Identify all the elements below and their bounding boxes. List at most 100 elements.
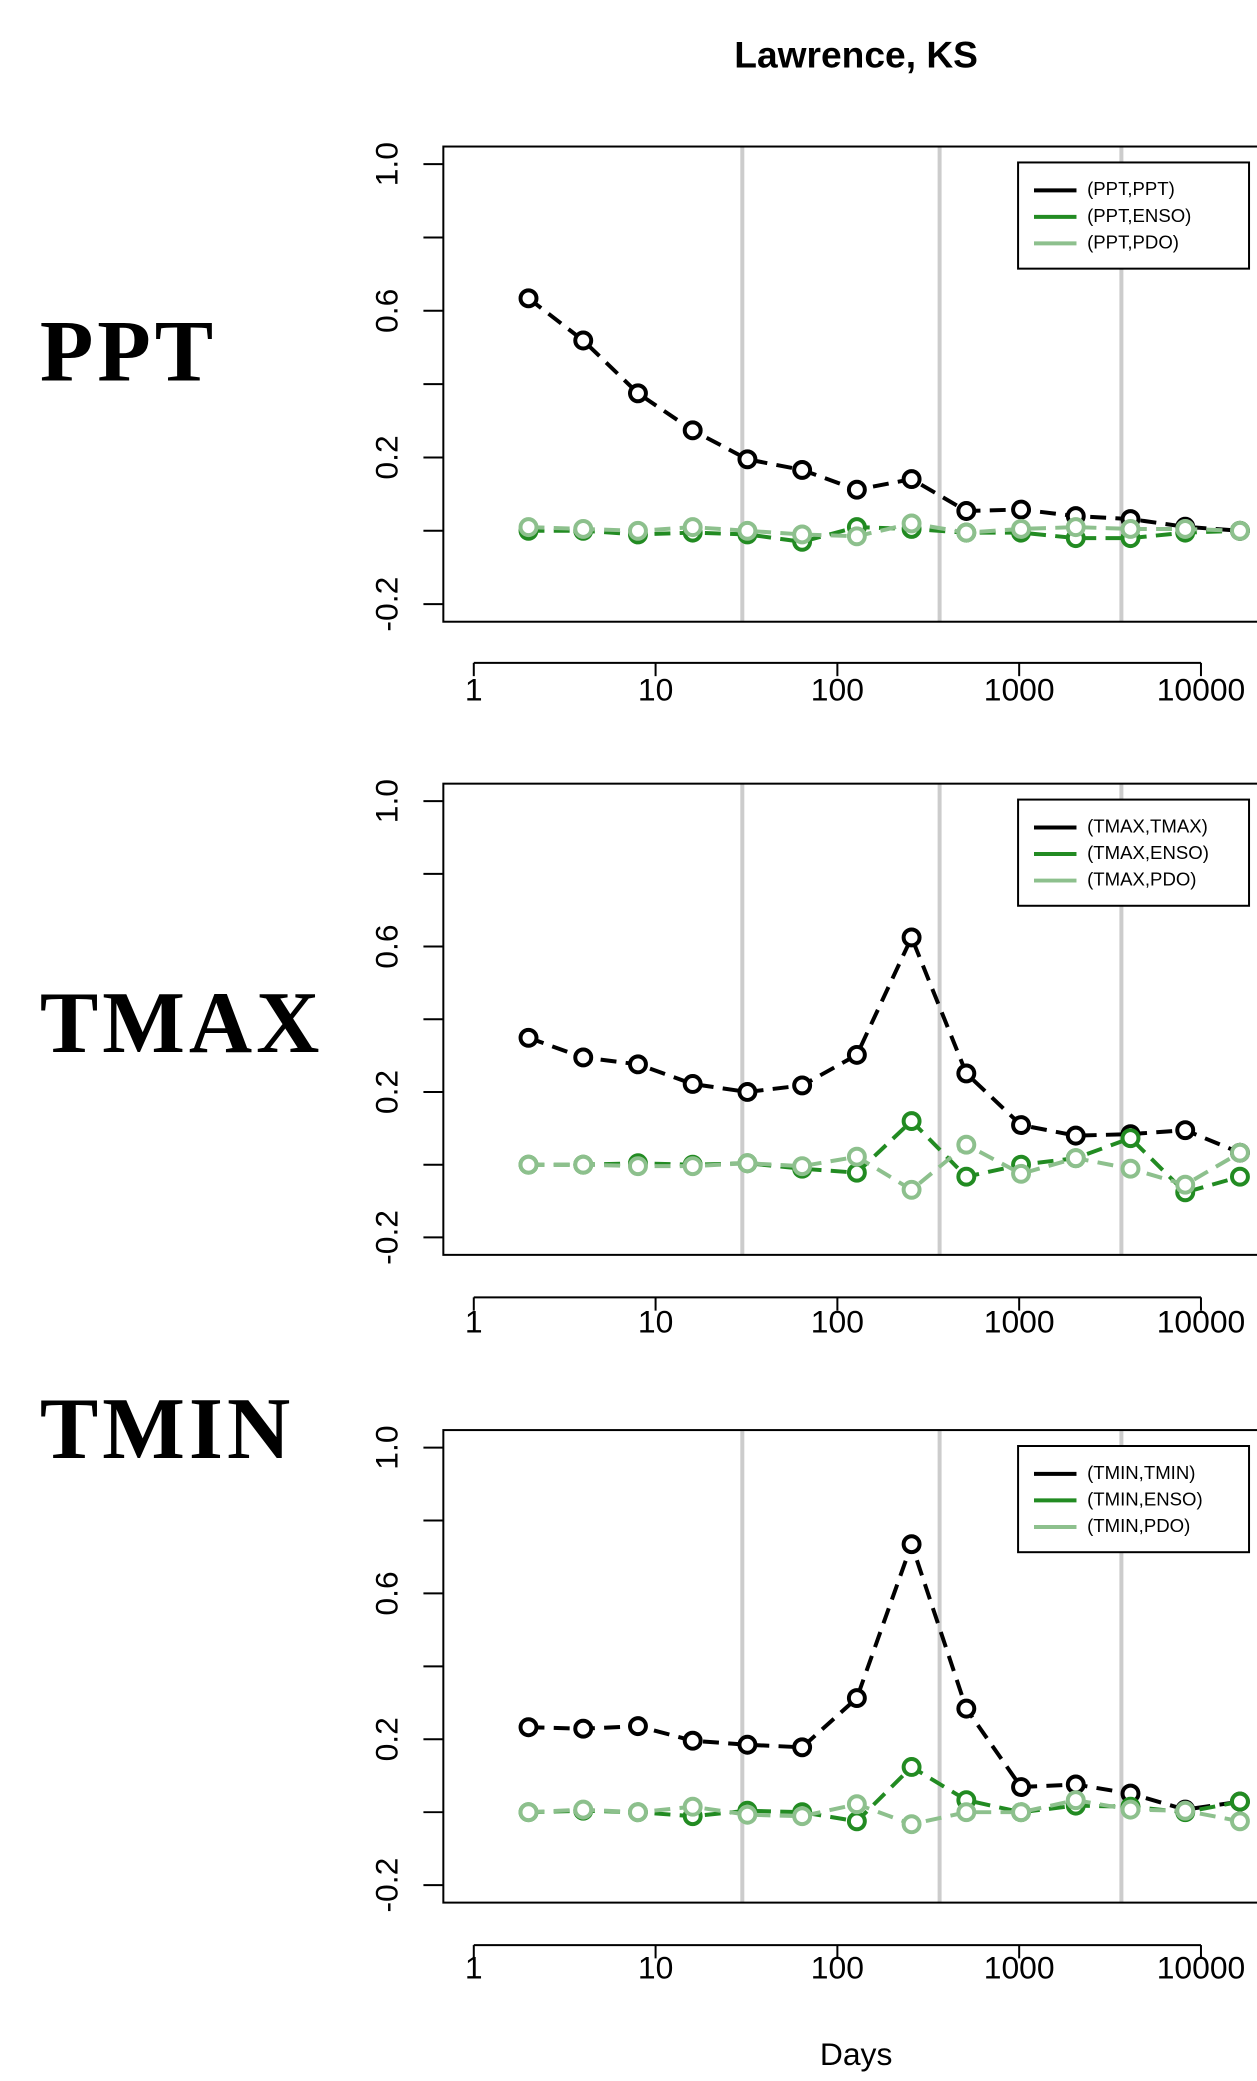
data-point bbox=[1011, 499, 1032, 520]
data-point bbox=[901, 1111, 922, 1132]
series-line bbox=[528, 1798, 1241, 1827]
data-point bbox=[1229, 1791, 1250, 1812]
data-point bbox=[901, 469, 922, 490]
series-line bbox=[527, 296, 1241, 533]
data-point bbox=[1120, 519, 1141, 539]
data-point bbox=[737, 1153, 758, 1174]
data-point bbox=[1120, 1128, 1141, 1149]
data-point bbox=[1011, 1802, 1032, 1823]
data-point bbox=[628, 1054, 648, 1075]
y-tick-label: 0.2 bbox=[368, 435, 404, 479]
legend-label: (PPT,PDO) bbox=[1087, 231, 1179, 252]
legend-label: (TMIN,ENSO) bbox=[1087, 1488, 1203, 1509]
data-point bbox=[1065, 1790, 1086, 1811]
x-tick-label: 10 bbox=[638, 671, 673, 707]
data-point bbox=[573, 1047, 594, 1068]
row-label: TMIN bbox=[40, 1380, 294, 1477]
y-tick-label: 0.6 bbox=[368, 1571, 404, 1615]
legend: (PPT,PPT) (PPT,ENSO) (PPT,PDO) bbox=[1017, 161, 1251, 270]
data-point bbox=[1120, 1799, 1141, 1820]
y-tick-label: 0.6 bbox=[368, 924, 404, 968]
data-point bbox=[846, 1688, 867, 1709]
legend-label: (TMAX,PDO) bbox=[1087, 868, 1196, 889]
y-tick-label: -0.2 bbox=[368, 577, 404, 632]
x-tick-label: 1000 bbox=[984, 1950, 1055, 1986]
data-point bbox=[901, 1534, 922, 1555]
data-point bbox=[1065, 517, 1086, 538]
x-tick-label: 10 bbox=[638, 1303, 673, 1339]
data-point bbox=[846, 1794, 867, 1815]
y-tick-label: 1.0 bbox=[368, 779, 404, 823]
data-point bbox=[792, 459, 813, 480]
data-point bbox=[901, 1757, 922, 1777]
row-label: PPT bbox=[40, 302, 217, 399]
data-point bbox=[737, 520, 758, 541]
data-point bbox=[846, 526, 867, 547]
data-point bbox=[518, 1154, 539, 1175]
x-tick-label: 1 bbox=[465, 671, 483, 707]
data-point bbox=[682, 420, 703, 441]
data-point bbox=[1175, 1800, 1196, 1821]
series-line bbox=[527, 932, 1241, 1155]
data-point bbox=[737, 1082, 758, 1102]
legend-label: (TMIN,PDO) bbox=[1087, 1515, 1190, 1536]
data-point bbox=[901, 1179, 922, 1200]
data-point bbox=[846, 1146, 867, 1167]
data-point bbox=[518, 1027, 539, 1048]
legend: (TMIN,TMIN) (TMIN,ENSO) (TMIN,PDO) bbox=[1017, 1445, 1251, 1554]
data-point bbox=[628, 1802, 648, 1823]
data-point bbox=[792, 1806, 813, 1827]
data-point bbox=[846, 1162, 867, 1183]
data-point bbox=[792, 1737, 813, 1758]
data-point bbox=[956, 1698, 977, 1719]
data-point bbox=[1011, 1115, 1032, 1136]
series-line bbox=[528, 1538, 1241, 1812]
data-point bbox=[518, 288, 539, 309]
data-point bbox=[1175, 1174, 1196, 1195]
data-point bbox=[628, 1156, 648, 1177]
data-point bbox=[1229, 520, 1250, 541]
y-tick-label: -0.2 bbox=[368, 1210, 404, 1265]
x-tick-label: 10000 bbox=[1157, 1303, 1246, 1339]
data-point bbox=[682, 517, 703, 538]
data-point bbox=[1011, 519, 1032, 539]
data-point bbox=[846, 479, 867, 500]
x-tick-label: 1 bbox=[465, 1950, 483, 1986]
data-point bbox=[682, 1730, 703, 1751]
data-point bbox=[573, 330, 594, 351]
x-tick-label: 10 bbox=[638, 1950, 673, 1986]
data-point bbox=[1011, 1777, 1032, 1797]
data-point bbox=[682, 1156, 703, 1177]
data-point bbox=[628, 383, 648, 404]
data-point bbox=[1120, 1158, 1141, 1179]
y-tick-label: 0.2 bbox=[368, 1070, 404, 1114]
x-axis-title: Days bbox=[820, 2036, 893, 2072]
data-point bbox=[573, 1718, 594, 1739]
data-point bbox=[737, 1804, 758, 1825]
legend-label: (PPT,PPT) bbox=[1087, 178, 1175, 199]
y-tick-label: 0.2 bbox=[368, 1717, 404, 1761]
data-point bbox=[737, 1734, 758, 1755]
data-point bbox=[846, 1811, 867, 1832]
data-point bbox=[956, 501, 977, 521]
legend-label: (TMAX,ENSO) bbox=[1087, 842, 1209, 863]
data-point bbox=[573, 1154, 594, 1175]
data-point bbox=[956, 522, 977, 543]
x-tick-label: 10000 bbox=[1157, 671, 1246, 707]
legend: (TMAX,TMAX) (TMAX,ENSO) (TMAX,PDO) bbox=[1017, 798, 1251, 907]
data-point bbox=[956, 1134, 977, 1155]
data-point bbox=[1175, 1120, 1196, 1141]
data-point bbox=[573, 1799, 594, 1820]
y-tick-label: 1.0 bbox=[368, 1425, 404, 1469]
data-point bbox=[518, 1802, 539, 1823]
x-tick-label: 100 bbox=[811, 1950, 864, 1986]
data-point bbox=[1065, 1125, 1086, 1146]
data-point bbox=[1011, 1163, 1032, 1184]
x-tick-label: 100 bbox=[811, 671, 864, 707]
data-point bbox=[901, 1814, 922, 1835]
row-label: TMAX bbox=[40, 974, 324, 1071]
data-point bbox=[1065, 1774, 1086, 1795]
data-point bbox=[1065, 1148, 1086, 1169]
data-point bbox=[792, 1156, 813, 1177]
